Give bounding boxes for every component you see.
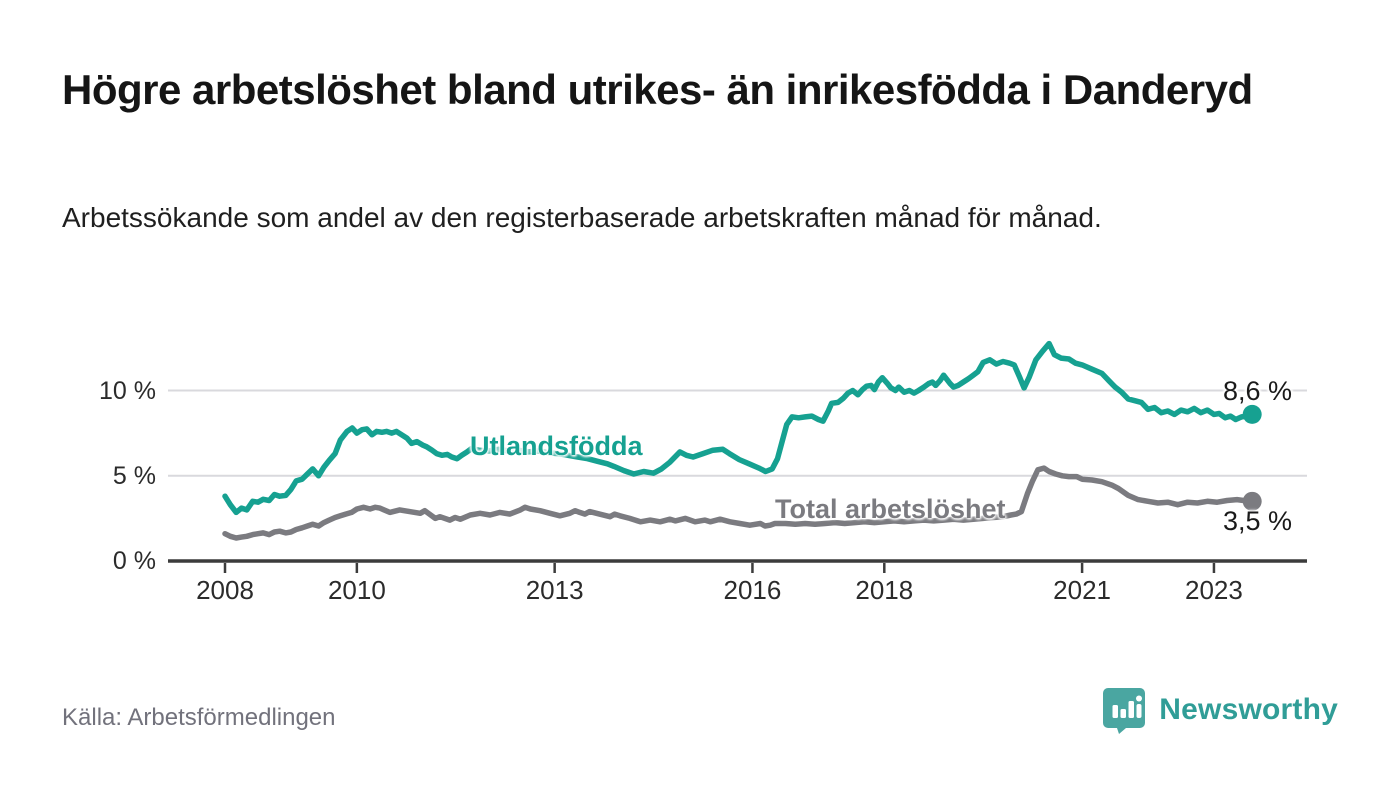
series-end-dot — [1242, 404, 1262, 424]
series-label-total-arbetsloshet: Total arbetslöshet — [775, 494, 1006, 524]
source-note: Källa: Arbetsförmedlingen — [62, 704, 336, 731]
series-end-dot — [1242, 491, 1262, 511]
speech-bubble-bar-chart-icon — [1103, 686, 1147, 734]
y-tick-label: 0 % — [112, 547, 156, 575]
y-tick-label: 10 % — [99, 376, 156, 405]
series-line-utlandsfodda — [222, 340, 1255, 516]
series-line-total — [222, 465, 1255, 541]
chart-subtitle: Arbetssökande som andel av den registerb… — [62, 202, 1102, 233]
x-tick-label: 2010 — [327, 575, 386, 605]
series-label-utlandsfodda: Utlandsfödda — [470, 431, 643, 461]
x-tick-label: 2008 — [196, 575, 254, 605]
end-value-label-utlandsfodda: 8,6 % — [1222, 376, 1292, 406]
y-tick-label: 5 % — [112, 461, 156, 490]
x-tick-label: 2021 — [1053, 575, 1111, 605]
x-tick-label: 2016 — [723, 575, 782, 605]
newsworthy-wordmark: Newsworthy — [1159, 693, 1338, 726]
x-tick-label: 2018 — [855, 575, 914, 605]
newsworthy-brand: Newsworthy — [1103, 686, 1338, 734]
page-title: Högre arbetslöshet bland utrikes- än inr… — [62, 66, 1253, 113]
x-tick-label: 2013 — [525, 575, 584, 605]
x-tick-label: 2023 — [1185, 575, 1243, 605]
end-value-label-total: 3,5 % — [1222, 506, 1292, 536]
